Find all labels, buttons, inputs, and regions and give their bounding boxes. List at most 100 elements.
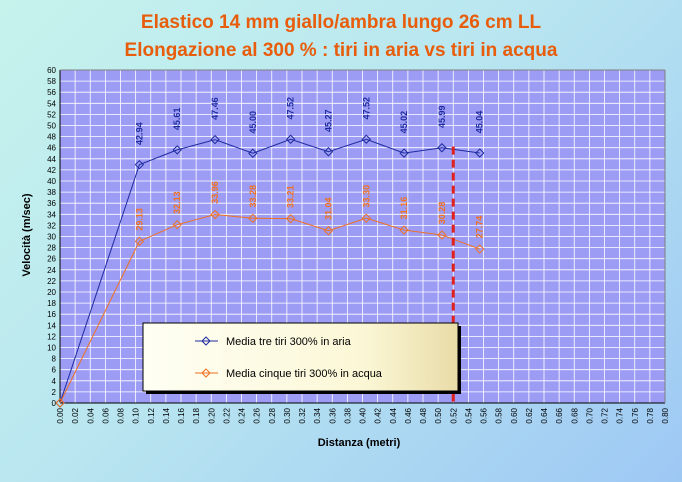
y-tick-label: 50 — [47, 122, 56, 131]
x-tick-label: 0.06 — [101, 407, 110, 423]
data-label: 31.16 — [399, 197, 409, 220]
y-tick-label: 58 — [47, 77, 56, 86]
x-tick-label: 0.30 — [283, 407, 292, 423]
legend-label: Media tre tiri 300% in aria — [226, 336, 352, 348]
data-label: 45.27 — [323, 109, 333, 132]
x-tick-label: 0.62 — [525, 407, 534, 423]
y-tick-label: 54 — [47, 99, 56, 108]
x-tick-label: 0.76 — [631, 407, 640, 423]
x-tick-label: 0.58 — [495, 407, 504, 423]
data-label: 45.04 — [475, 111, 485, 134]
y-tick-label: 14 — [47, 321, 56, 330]
data-label: 32.13 — [172, 191, 182, 214]
data-point-marker — [55, 398, 65, 408]
data-point-marker — [248, 213, 258, 224]
x-tick-label: 0.22 — [222, 407, 231, 423]
x-tick-label: 0.14 — [162, 407, 171, 423]
x-tick-label: 0.52 — [449, 407, 458, 423]
y-tick-label: 16 — [47, 310, 56, 319]
y-tick-label: 22 — [47, 277, 56, 286]
series-line-1 — [59, 138, 480, 404]
x-tick-label: 0.68 — [570, 407, 579, 423]
y-tick-label: 52 — [47, 110, 56, 119]
x-tick-label: 0.56 — [480, 407, 489, 423]
data-point-marker — [172, 145, 182, 155]
y-tick-label: 24 — [47, 266, 56, 275]
x-tick-label: 0.40 — [359, 407, 368, 423]
data-point-marker — [134, 159, 145, 170]
data-point-marker — [475, 148, 485, 158]
y-tick-label: 30 — [47, 233, 56, 242]
data-label: 27.74 — [475, 216, 485, 239]
data-label: 42.94 — [134, 122, 144, 145]
x-tick-label: 0.78 — [646, 407, 655, 423]
data-label: 45.00 — [248, 111, 258, 134]
x-tick-label: 0.70 — [585, 407, 594, 423]
y-tick-label: 28 — [47, 244, 56, 253]
y-tick-label: 0 — [52, 399, 57, 408]
x-tick-label: 0.66 — [555, 407, 564, 423]
y-tick-label: 6 — [52, 366, 57, 375]
series-line-2 — [59, 214, 480, 404]
y-tick-label: 26 — [47, 255, 56, 264]
data-label: 47.46 — [210, 97, 220, 120]
x-tick-label: 0.50 — [434, 407, 443, 423]
data-point-marker — [475, 244, 485, 254]
x-tick-label: 0.24 — [238, 407, 247, 423]
axes — [59, 69, 666, 404]
data-point-marker — [361, 134, 371, 144]
data-label: 33.30 — [361, 185, 371, 208]
x-tick-label: 0.60 — [510, 407, 519, 423]
y-tick-label: 42 — [47, 166, 56, 175]
data-label: 47.52 — [361, 97, 371, 120]
data-point-marker — [172, 219, 182, 230]
y-axis-title: Velocità (m/sec) — [21, 193, 33, 276]
data-point-marker — [323, 226, 334, 236]
x-tick-label: 0.20 — [207, 407, 216, 423]
data-label: 33.28 — [248, 185, 258, 208]
data-label: 33.96 — [210, 181, 220, 204]
x-tick-label: 0.10 — [132, 407, 141, 423]
y-tick-label: 18 — [47, 299, 56, 308]
x-tick-label: 0.32 — [298, 407, 307, 423]
y-tick-label: 48 — [47, 133, 56, 142]
data-label: 45.61 — [172, 108, 182, 131]
chart-subtitle: Elongazione al 300 % : tiri in aria vs t… — [125, 40, 558, 61]
y-tick-label: 40 — [47, 177, 56, 186]
x-tick-label: 0.16 — [177, 407, 186, 423]
x-tick-label: 0.42 — [374, 407, 383, 423]
x-tick-label: 0.08 — [117, 407, 126, 423]
data-label: 45.99 — [437, 105, 447, 128]
legend-swatch-marker — [201, 368, 211, 378]
x-tick-label: 0.80 — [661, 407, 670, 423]
y-tick-label: 10 — [47, 344, 56, 353]
data-point-marker — [285, 213, 296, 224]
x-tick-label: 0.54 — [464, 407, 473, 423]
data-label: 33.21 — [286, 185, 296, 208]
data-point-marker — [210, 209, 220, 220]
tick-labels: 0246810121416182022242628303234363840424… — [47, 66, 670, 424]
y-tick-label: 46 — [47, 144, 56, 153]
data-labels: 42.94 45.61 47.46 45.00 47.52 45.27 47.52 45.02… — [134, 97, 484, 238]
data-point-marker — [134, 236, 145, 247]
x-tick-label: 0.04 — [86, 407, 95, 423]
data-point-marker — [323, 147, 334, 157]
y-tick-label: 38 — [47, 188, 56, 197]
data-point-marker — [437, 230, 447, 240]
y-tick-label: 8 — [52, 355, 57, 364]
x-tick-label: 0.38 — [343, 407, 352, 423]
data-point-marker — [285, 134, 296, 144]
series-layer — [55, 134, 485, 408]
x-tick-label: 0.26 — [253, 407, 262, 423]
legend-swatch-marker — [201, 336, 211, 346]
x-tick-label: 0.18 — [192, 407, 201, 423]
data-point-marker — [210, 134, 220, 145]
x-axis-title: Distanza (metri) — [318, 437, 401, 449]
x-tick-label: 0.46 — [404, 407, 413, 423]
x-tick-label: 0.02 — [71, 407, 80, 423]
data-label: 29.13 — [134, 208, 144, 231]
y-tick-label: 32 — [47, 221, 56, 230]
data-label: 30.28 — [437, 202, 447, 225]
